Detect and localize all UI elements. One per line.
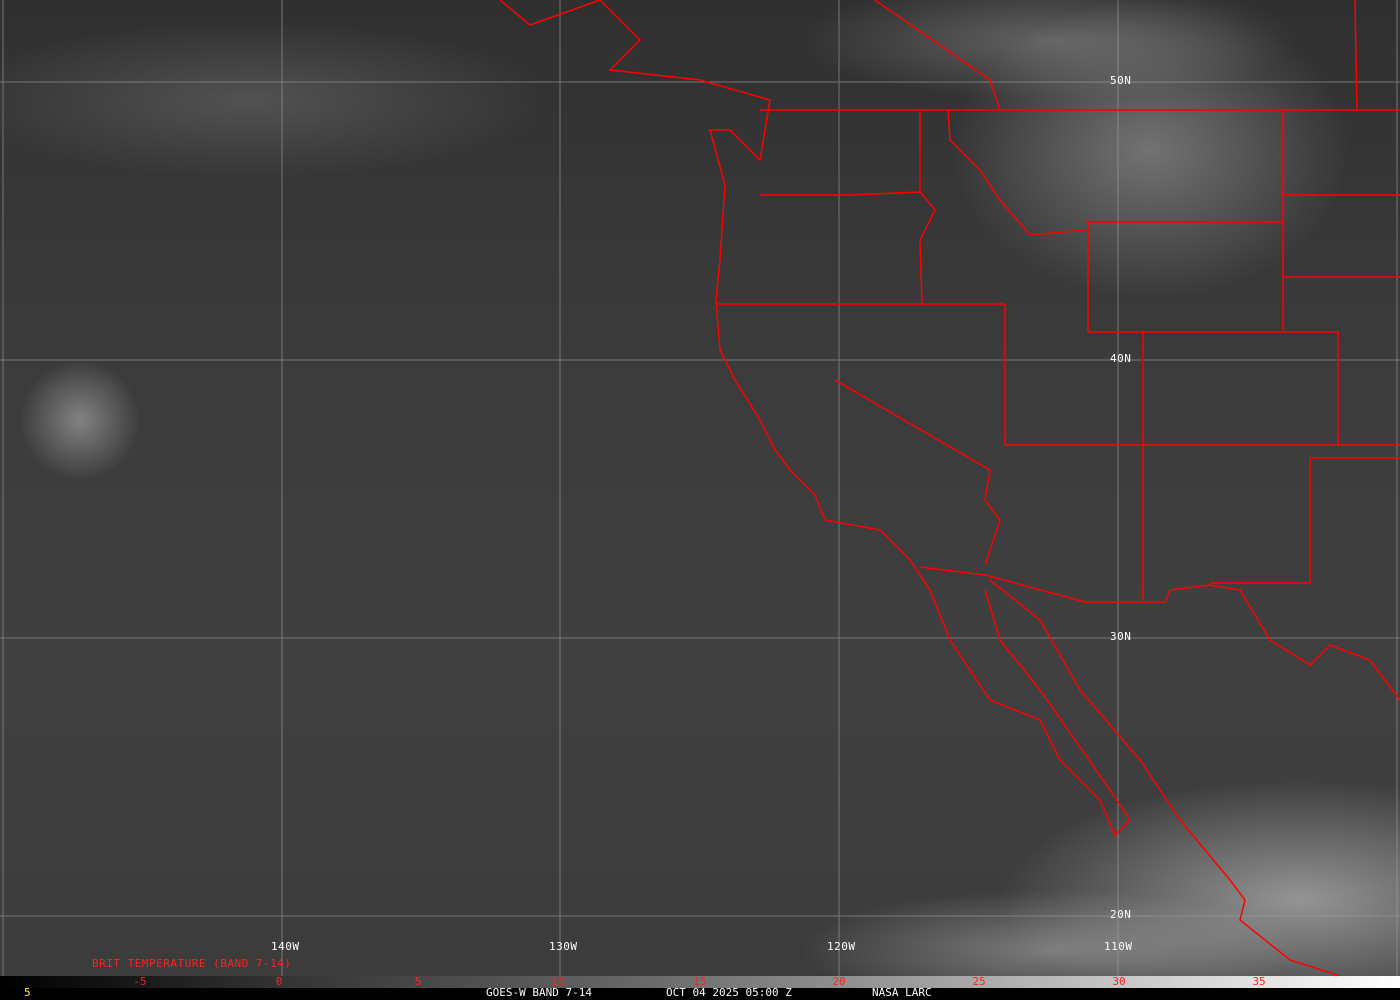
mexico-border [919, 566, 1400, 701]
colorbar-tick: 5 [414, 975, 422, 988]
lat-label: 40N [1110, 352, 1132, 365]
colorbar-tick: 30 [1112, 975, 1126, 988]
political-borders [499, 0, 1400, 976]
timestamp: OCT 04 2025 05:00 Z [666, 986, 792, 999]
colorbar-tick: 20 [832, 975, 846, 988]
lon-label: 120W [827, 940, 856, 953]
lon-label: 140W [271, 940, 300, 953]
colorbar-tick: 10 [551, 975, 565, 988]
lat-label: 30N [1110, 630, 1132, 643]
lat-label: 20N [1110, 908, 1132, 921]
satellite-imagery [0, 0, 1400, 976]
baja-east-coast [984, 589, 1131, 821]
colorbar [0, 976, 1400, 988]
colorbar-tick: 15 [693, 975, 707, 988]
coastline [499, 0, 1131, 837]
colorbar-tick: 0 [275, 975, 283, 988]
product-title: GOES-W BAND 7-14 [486, 986, 592, 999]
map-overlay [0, 0, 1400, 976]
footer-bar [0, 988, 1400, 1000]
lon-label: 130W [549, 940, 578, 953]
lat-lon-grid [0, 0, 1400, 976]
colorbar-tick: 35 [1252, 975, 1266, 988]
mexico-coast [989, 579, 1341, 976]
colorbar-title: BRIT TEMPERATURE (BAND 7-14) [92, 957, 292, 970]
source-label: NASA LARC [872, 986, 932, 999]
lat-label: 50N [1110, 74, 1132, 87]
colorbar-tick: -5 [133, 975, 147, 988]
lon-label: 110W [1104, 940, 1133, 953]
corner-value: 5 [24, 986, 31, 999]
colorbar-tick: 25 [972, 975, 986, 988]
